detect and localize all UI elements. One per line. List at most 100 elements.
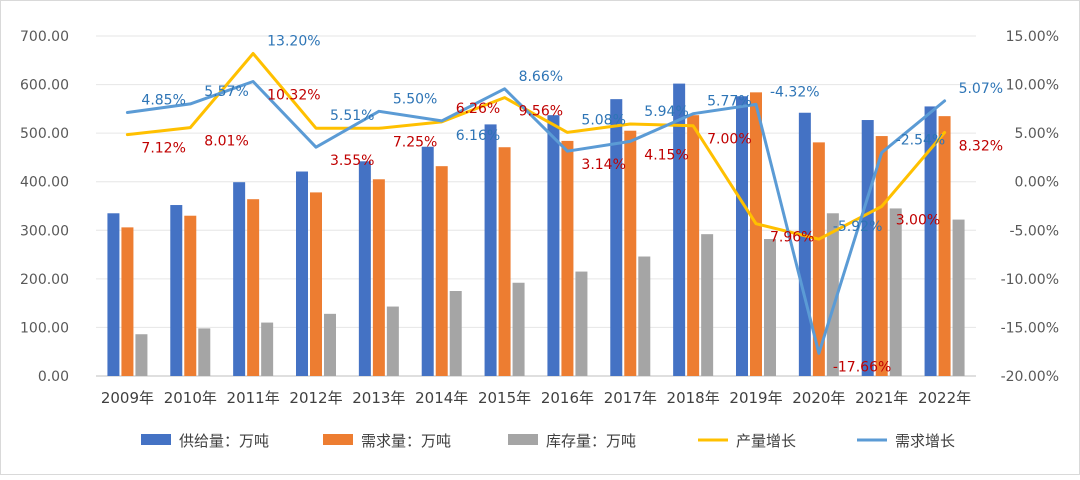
x-category-label: 2010年: [164, 389, 217, 407]
data-label: 13.20%: [267, 33, 320, 49]
x-category-label: 2022年: [918, 389, 971, 407]
bar: [184, 215, 197, 376]
legend-label: 库存量：万吨: [546, 432, 636, 450]
right-tick-label: -5.00%: [1009, 223, 1059, 239]
bar: [107, 213, 120, 376]
right-tick-label: 15.00%: [1006, 29, 1059, 45]
left-axis-ticks: 0.00 100.00 200.00 300.00 400.00 500.00 600.00…: [20, 29, 69, 385]
data-label: 5.77%: [707, 94, 751, 110]
bar: [610, 99, 623, 377]
data-label: 7.12%: [141, 141, 185, 157]
bar: [812, 142, 825, 376]
legend-label: 产量增长: [736, 432, 796, 450]
right-tick-label: -20.00%: [1001, 369, 1059, 385]
bar: [861, 120, 874, 377]
data-label: 10.32%: [267, 87, 320, 103]
legend-label: 需求量：万吨: [361, 432, 451, 450]
legend-label: 需求增长: [895, 432, 955, 450]
lines: [125, 52, 947, 355]
bar: [449, 291, 462, 376]
bar: [233, 182, 246, 376]
x-category-label: 2017年: [604, 389, 657, 407]
bar: [135, 334, 148, 376]
left-tick-label: 700.00: [20, 29, 69, 45]
right-tick-label: -15.00%: [1001, 320, 1059, 336]
data-label: 4.15%: [644, 147, 688, 163]
legend-label: 供给量：万吨: [179, 432, 269, 450]
series-line: [125, 52, 947, 241]
bar: [310, 192, 322, 376]
bar: [764, 239, 776, 376]
bar: [358, 161, 371, 376]
x-category-label: 2011年: [227, 389, 280, 407]
legend: 供给量：万吨 需求量：万吨 库存量：万吨 产量增长 需求增长: [141, 432, 955, 450]
bar: [701, 234, 714, 376]
bar: [386, 306, 399, 376]
data-label: 7.00%: [707, 132, 751, 148]
x-category-label: 2009年: [101, 389, 154, 407]
data-labels: 7.12% 4.85% 8.01% 5.57% 13.20% 10.32% 5.51% 3.5…: [141, 33, 1003, 375]
right-tick-label: 10.00%: [1006, 78, 1059, 94]
bars: [107, 83, 965, 377]
bar: [638, 256, 651, 376]
left-tick-label: 500.00: [20, 126, 69, 142]
x-category-label: 2015年: [478, 389, 531, 407]
data-label: -4.32%: [770, 84, 820, 100]
bar: [952, 219, 965, 376]
data-label: 8.32%: [959, 138, 1003, 154]
bar: [561, 140, 574, 376]
data-label: 5.50%: [393, 91, 437, 107]
data-label: 8.66%: [519, 69, 563, 85]
data-label: 3.00%: [896, 212, 940, 228]
series-line: [125, 80, 947, 355]
bar: [372, 179, 385, 376]
x-category-label: 2014年: [415, 389, 468, 407]
bar: [170, 205, 183, 376]
x-category-label: 2019年: [729, 389, 782, 407]
data-label: 5.08%: [581, 112, 625, 128]
data-label: 5.57%: [204, 84, 248, 100]
bar: [750, 92, 762, 376]
x-category-label: 2021年: [855, 389, 908, 407]
bar: [575, 271, 588, 376]
data-label: 3.55%: [330, 153, 374, 169]
bar: [324, 313, 336, 376]
left-tick-label: 400.00: [20, 175, 69, 191]
bar: [121, 227, 134, 376]
data-label: 7.96%: [770, 230, 814, 246]
bar: [673, 83, 686, 376]
legend-swatch: [141, 434, 171, 445]
x-category-label: 2013年: [352, 389, 405, 407]
bar: [247, 199, 260, 376]
bar: [889, 208, 902, 376]
bar: [435, 166, 448, 376]
bar: [421, 146, 434, 376]
right-axis-ticks: -20.00% -15.00% -10.00% -5.00% 0.00% 5.00% 10.…: [1001, 29, 1059, 385]
data-label: 6.16%: [456, 128, 500, 144]
data-label: 5.07%: [959, 81, 1003, 97]
bar: [624, 130, 637, 376]
left-tick-label: 0.00: [38, 369, 69, 385]
x-category-label: 2016年: [541, 389, 594, 407]
bar: [826, 213, 839, 376]
data-label: 4.85%: [141, 93, 185, 109]
bar: [736, 96, 748, 376]
bar: [512, 282, 525, 376]
data-label: 6.26%: [456, 101, 500, 117]
data-label: -5.92%: [833, 219, 883, 235]
data-label: -17.66%: [833, 359, 891, 375]
bar: [547, 115, 560, 377]
data-label: 8.01%: [204, 134, 248, 150]
bar: [484, 124, 497, 377]
data-label: 3.14%: [581, 157, 625, 173]
right-tick-label: -10.00%: [1001, 272, 1059, 288]
data-label: -2.54%: [896, 133, 946, 149]
x-category-label: 2020年: [792, 389, 845, 407]
x-axis-categories: 2009年 2010年 2011年 2012年 2013年 2014年 2015年 2016年…: [101, 389, 971, 407]
right-tick-label: 0.00%: [1015, 175, 1059, 191]
x-category-label: 2012年: [289, 389, 342, 407]
data-label: 5.94%: [644, 104, 688, 120]
legend-swatch: [508, 434, 538, 445]
bar: [198, 328, 211, 376]
